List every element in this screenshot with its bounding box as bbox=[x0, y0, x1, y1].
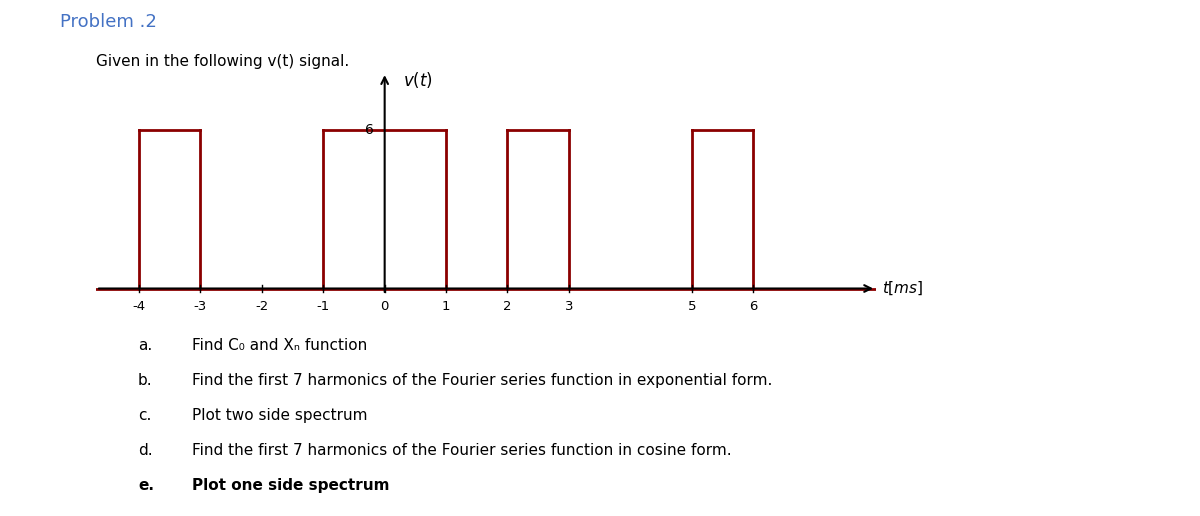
Text: 0: 0 bbox=[380, 300, 389, 313]
Text: 6: 6 bbox=[365, 123, 373, 137]
Text: Find the first 7 harmonics of the Fourier series function in cosine form.: Find the first 7 harmonics of the Fourie… bbox=[192, 443, 732, 458]
Text: $v(t)$: $v(t)$ bbox=[403, 70, 433, 90]
Text: 6: 6 bbox=[749, 300, 757, 313]
Text: $t[ms]$: $t[ms]$ bbox=[882, 280, 924, 297]
Text: 1: 1 bbox=[442, 300, 450, 313]
Text: d.: d. bbox=[138, 443, 152, 458]
Text: Find the first 7 harmonics of the Fourier series function in exponential form.: Find the first 7 harmonics of the Fourie… bbox=[192, 373, 773, 388]
Text: 5: 5 bbox=[688, 300, 696, 313]
Text: Problem .2: Problem .2 bbox=[60, 13, 157, 31]
Text: c.: c. bbox=[138, 408, 151, 423]
Text: a.: a. bbox=[138, 338, 152, 353]
Text: e.: e. bbox=[138, 478, 154, 493]
Text: -2: -2 bbox=[256, 300, 269, 313]
Text: Given in the following v(t) signal.: Given in the following v(t) signal. bbox=[96, 54, 349, 69]
Text: -1: -1 bbox=[317, 300, 330, 313]
Text: Plot two side spectrum: Plot two side spectrum bbox=[192, 408, 367, 423]
Text: -4: -4 bbox=[132, 300, 145, 313]
Text: -3: -3 bbox=[193, 300, 208, 313]
Text: Plot one side spectrum: Plot one side spectrum bbox=[192, 478, 390, 493]
Text: Find C₀ and Xₙ function: Find C₀ and Xₙ function bbox=[192, 338, 367, 353]
Text: b.: b. bbox=[138, 373, 152, 388]
Text: 3: 3 bbox=[565, 300, 574, 313]
Text: 2: 2 bbox=[503, 300, 511, 313]
